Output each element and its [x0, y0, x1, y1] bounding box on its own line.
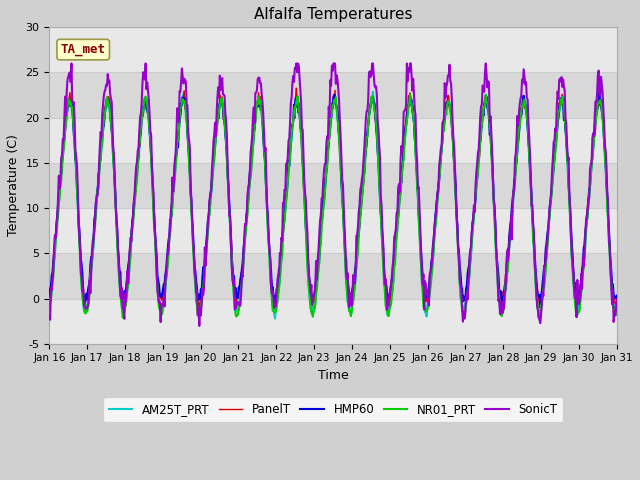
HMP60 [613, 293, 621, 299]
PanelT [404, 109, 412, 115]
NR01_PRT [406, 92, 414, 97]
HMP60 [56, 187, 63, 192]
AM25T_PRT [369, 89, 377, 95]
AM25T_PRT [271, 316, 279, 322]
AM25T_PRT [613, 302, 621, 308]
Bar [49, 163, 617, 208]
HMP60 [536, 301, 544, 307]
NR01_PRT [119, 314, 127, 320]
SonicT [204, 233, 211, 239]
HMP60 [596, 89, 604, 95]
NR01_PRT [173, 154, 180, 159]
SonicT [195, 323, 203, 329]
PanelT [172, 152, 179, 157]
PanelT [613, 298, 621, 303]
SonicT [613, 297, 621, 303]
HMP60 [419, 273, 426, 279]
NR01_PRT [56, 194, 63, 200]
Title: Alfalfa Temperatures: Alfalfa Temperatures [254, 7, 412, 22]
SonicT [173, 131, 180, 137]
HMP60 [114, 245, 122, 251]
Y-axis label: Temperature (C): Temperature (C) [7, 134, 20, 237]
Line: SonicT: SonicT [49, 63, 617, 326]
HMP60 [45, 291, 53, 297]
PanelT [195, 308, 203, 313]
PanelT [45, 294, 53, 300]
AM25T_PRT [56, 191, 63, 196]
Bar [49, 118, 617, 163]
Bar [49, 299, 617, 344]
SonicT [404, 78, 412, 84]
Bar [49, 253, 617, 299]
AM25T_PRT [172, 163, 179, 168]
SonicT [68, 60, 76, 66]
AM25T_PRT [202, 254, 209, 260]
AM25T_PRT [45, 305, 53, 311]
PanelT [292, 85, 300, 91]
Legend: AM25T_PRT, PanelT, HMP60, NR01_PRT, SonicT: AM25T_PRT, PanelT, HMP60, NR01_PRT, Soni… [103, 397, 563, 422]
HMP60 [403, 122, 410, 128]
NR01_PRT [420, 306, 428, 312]
Bar [49, 72, 617, 118]
AM25T_PRT [420, 301, 428, 307]
PanelT [420, 286, 428, 292]
PanelT [203, 245, 211, 251]
PanelT [56, 189, 63, 195]
HMP60 [172, 158, 179, 164]
PanelT [114, 243, 122, 249]
X-axis label: Time: Time [317, 369, 348, 382]
Bar [49, 27, 617, 72]
Line: AM25T_PRT: AM25T_PRT [49, 92, 617, 319]
Text: TA_met: TA_met [61, 43, 106, 56]
NR01_PRT [403, 117, 411, 123]
AM25T_PRT [114, 249, 122, 254]
NR01_PRT [45, 309, 53, 314]
SonicT [45, 313, 53, 319]
NR01_PRT [613, 303, 621, 309]
NR01_PRT [203, 251, 211, 257]
SonicT [115, 260, 123, 266]
Line: NR01_PRT: NR01_PRT [49, 95, 617, 317]
SonicT [56, 185, 63, 191]
SonicT [420, 307, 428, 312]
Line: HMP60: HMP60 [49, 92, 617, 304]
NR01_PRT [114, 256, 122, 262]
Line: PanelT: PanelT [49, 88, 617, 311]
HMP60 [202, 249, 209, 254]
AM25T_PRT [404, 109, 412, 115]
Bar [49, 208, 617, 253]
